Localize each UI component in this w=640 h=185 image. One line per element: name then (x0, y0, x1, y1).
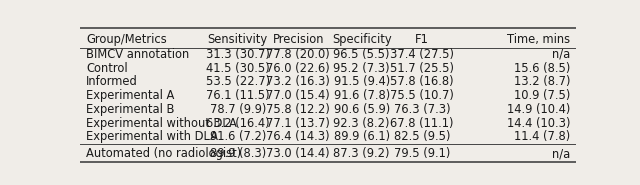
Text: Automated (no radiologist): Automated (no radiologist) (86, 147, 241, 160)
Text: 57.8 (16.8): 57.8 (16.8) (390, 75, 454, 88)
Text: Informed: Informed (86, 75, 138, 88)
Text: Sensitivity: Sensitivity (207, 33, 268, 46)
Text: 89.9 (6.1): 89.9 (6.1) (333, 130, 390, 143)
Text: 14.4 (10.3): 14.4 (10.3) (506, 117, 570, 130)
Text: 78.7 (9.9): 78.7 (9.9) (209, 103, 266, 116)
Text: 91.6 (7.2): 91.6 (7.2) (209, 130, 266, 143)
Text: 37.4 (27.5): 37.4 (27.5) (390, 48, 454, 61)
Text: 90.6 (5.9): 90.6 (5.9) (333, 103, 390, 116)
Text: 76.3 (7.3): 76.3 (7.3) (394, 103, 451, 116)
Text: 91.6 (7.8): 91.6 (7.8) (333, 89, 390, 102)
Text: 91.5 (9.4): 91.5 (9.4) (333, 75, 390, 88)
Text: Time, mins: Time, mins (507, 33, 570, 46)
Text: 15.6 (8.5): 15.6 (8.5) (514, 62, 570, 75)
Text: 31.3 (30.7): 31.3 (30.7) (206, 48, 269, 61)
Text: 75.8 (12.2): 75.8 (12.2) (266, 103, 330, 116)
Text: Precision: Precision (273, 33, 324, 46)
Text: F1: F1 (415, 33, 429, 46)
Text: 76.4 (14.3): 76.4 (14.3) (266, 130, 330, 143)
Text: 11.4 (7.8): 11.4 (7.8) (514, 130, 570, 143)
Text: 13.2 (8.7): 13.2 (8.7) (513, 75, 570, 88)
Text: 75.5 (10.7): 75.5 (10.7) (390, 89, 454, 102)
Text: Experimental with DLA: Experimental with DLA (86, 130, 218, 143)
Text: 53.5 (22.7): 53.5 (22.7) (205, 75, 270, 88)
Text: 67.8 (11.1): 67.8 (11.1) (390, 117, 454, 130)
Text: BIMCV annotation: BIMCV annotation (86, 48, 189, 61)
Text: 77.0 (15.4): 77.0 (15.4) (266, 89, 330, 102)
Text: 63.2 (16.4): 63.2 (16.4) (206, 117, 269, 130)
Text: 82.5 (9.5): 82.5 (9.5) (394, 130, 451, 143)
Text: 51.7 (25.5): 51.7 (25.5) (390, 62, 454, 75)
Text: Experimental A: Experimental A (86, 89, 174, 102)
Text: Experimental B: Experimental B (86, 103, 175, 116)
Text: 73.2 (16.3): 73.2 (16.3) (266, 75, 330, 88)
Text: 76.0 (22.6): 76.0 (22.6) (266, 62, 330, 75)
Text: Control: Control (86, 62, 127, 75)
Text: 73.0 (14.4): 73.0 (14.4) (266, 147, 330, 160)
Text: 87.3 (9.2): 87.3 (9.2) (333, 147, 390, 160)
Text: 10.9 (7.5): 10.9 (7.5) (514, 89, 570, 102)
Text: Group/Metrics: Group/Metrics (86, 33, 166, 46)
Text: n/a: n/a (552, 48, 570, 61)
Text: Specificity: Specificity (332, 33, 392, 46)
Text: Experimental without DLA: Experimental without DLA (86, 117, 237, 130)
Text: 92.3 (8.2): 92.3 (8.2) (333, 117, 390, 130)
Text: 95.2 (7.3): 95.2 (7.3) (333, 62, 390, 75)
Text: 41.5 (30.5): 41.5 (30.5) (206, 62, 269, 75)
Text: 77.8 (20.0): 77.8 (20.0) (266, 48, 330, 61)
Text: 14.9 (10.4): 14.9 (10.4) (507, 103, 570, 116)
Text: 79.5 (9.1): 79.5 (9.1) (394, 147, 451, 160)
Text: 77.1 (13.7): 77.1 (13.7) (266, 117, 330, 130)
Text: 96.5 (5.5): 96.5 (5.5) (333, 48, 390, 61)
Text: 76.1 (11.5): 76.1 (11.5) (206, 89, 269, 102)
Text: n/a: n/a (552, 147, 570, 160)
Text: 89.9 (8.3): 89.9 (8.3) (210, 147, 266, 160)
